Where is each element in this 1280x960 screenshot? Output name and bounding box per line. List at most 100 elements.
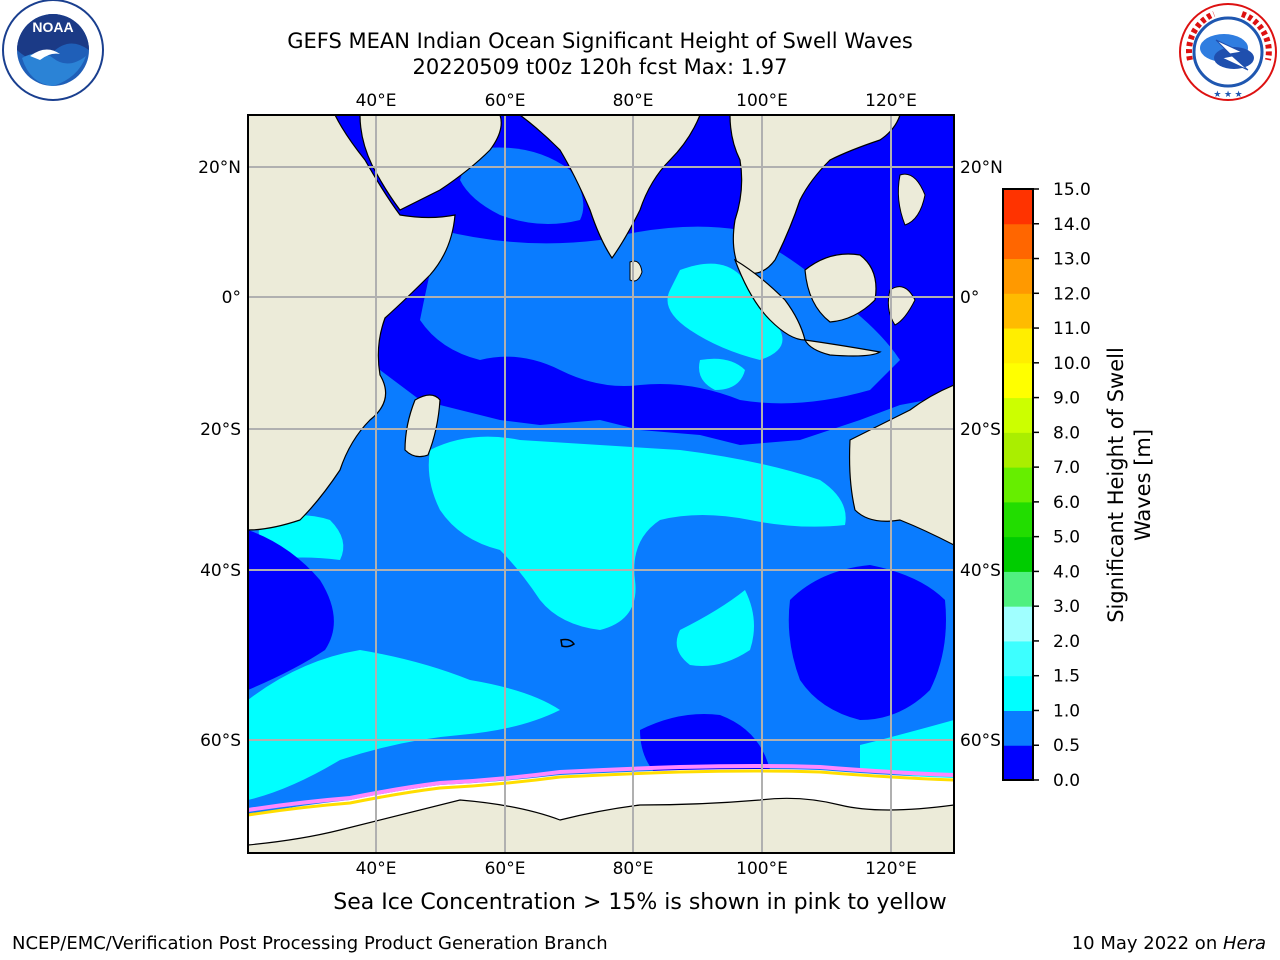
- colorbar-segment: [1003, 432, 1033, 468]
- lon-label-bottom-2: 80°E: [613, 859, 654, 879]
- kerguelen-island: [560, 638, 576, 648]
- footer-date: 10 May 2022 on Hera: [1072, 933, 1266, 954]
- lon-labels-top: 40°E 60°E 80°E 100°E 120°E: [356, 91, 917, 111]
- mid-swell-band-north: [420, 226, 900, 404]
- australia-land: [848, 384, 954, 546]
- chart-title: GEFS MEAN Indian Ocean Significant Heigh…: [287, 29, 913, 53]
- colorbar-label-line1: Significant Height of Swell: [1104, 347, 1128, 623]
- sea-ice-edge-yellow: [248, 769, 954, 817]
- lat-label-right-1: 0°: [960, 288, 979, 308]
- madagascar-land: [404, 394, 441, 458]
- colorbar-tick-label: 4.0: [1053, 562, 1080, 582]
- footer-host: Hera: [1222, 933, 1266, 954]
- colorbar-segment: [1003, 397, 1033, 433]
- colorbar-tick-label: 7.0: [1053, 458, 1080, 478]
- nws-logo: ★ ★ ★: [1179, 3, 1277, 101]
- colorbar-segment: [1003, 640, 1033, 677]
- colorbar-tick-label: 13.0: [1053, 250, 1091, 270]
- africa-land: [248, 115, 456, 531]
- footer-credit: NCEP/EMC/Verification Post Processing Pr…: [12, 933, 608, 954]
- chart-subtitle: 20220509 t00z 120h fcst Max: 1.97: [412, 55, 788, 79]
- colorbar-segment: [1003, 536, 1033, 572]
- lat-labels-left: 20°N 0° 20°S 40°S 60°S: [198, 158, 241, 751]
- colorbar-tick-label: 8.0: [1053, 423, 1080, 443]
- moderate-swell-east: [676, 590, 754, 666]
- colorbar-segment: [1003, 223, 1033, 260]
- lat-label-right-3: 40°S: [960, 561, 1001, 581]
- java-land: [803, 339, 882, 357]
- colorbar-segment: [1003, 328, 1033, 364]
- sea-ice-edge: [248, 764, 954, 812]
- colorbar-label: Significant Height of Swell Waves [m]: [1104, 347, 1155, 623]
- colorbar-tick-label: 10.0: [1053, 354, 1091, 374]
- lon-label-bottom-0: 40°E: [356, 859, 397, 879]
- colorbar-tick-label: 0.5: [1053, 736, 1080, 756]
- moderate-swell-southeast: [860, 720, 954, 780]
- colorbar-segment: [1003, 571, 1033, 607]
- colorbar-tick-label: 6.0: [1053, 493, 1080, 513]
- lon-label-bottom-1: 60°E: [485, 859, 526, 879]
- lon-label-top-0: 40°E: [356, 91, 397, 111]
- colorbar: 0.0 0.5 1.0 1.5 2.0 3.0 4.0 5.0 6.0 7.0 8.0 9.0 10.0…: [1002, 180, 1091, 791]
- colorbar-segment: [1003, 745, 1033, 781]
- lat-label-left-1: 0°: [222, 288, 241, 308]
- low-swell-southeast: [788, 565, 946, 720]
- moderate-swell-central: [428, 436, 846, 630]
- colorbar-tick-label: 2.0: [1053, 632, 1080, 652]
- borneo-land: [804, 253, 877, 323]
- lat-label-left-2: 20°S: [200, 420, 241, 440]
- lat-label-left-0: 20°N: [198, 158, 241, 178]
- low-swell-south-center: [640, 714, 770, 779]
- india-land: [519, 115, 701, 260]
- footer-date-text: 10 May 2022 on: [1071, 933, 1223, 954]
- lon-label-bottom-4: 120°E: [865, 859, 917, 879]
- lon-label-top-1: 60°E: [485, 91, 526, 111]
- colorbar-segment: [1003, 675, 1033, 711]
- sea-ice-note: Sea Ice Concentration > 15% is shown in …: [333, 890, 947, 915]
- antarctica-land: [248, 797, 954, 853]
- moderate-swell-southwest: [248, 650, 560, 800]
- colorbar-tick-label: 1.0: [1053, 701, 1080, 721]
- colorbar-label-line2: Waves [m]: [1131, 429, 1155, 541]
- se-asia-land: [729, 115, 901, 274]
- lat-labels-right: 20°N 0° 20°S 40°S 60°S: [960, 158, 1003, 751]
- lat-label-right-0: 20°N: [960, 158, 1003, 178]
- gridlines: [248, 115, 954, 853]
- lat-label-left-4: 60°S: [200, 731, 241, 751]
- colorbar-segment: [1003, 501, 1033, 538]
- lat-label-left-3: 40°S: [200, 561, 241, 581]
- lat-label-right-2: 20°S: [960, 420, 1001, 440]
- arabia-land: [359, 115, 502, 211]
- lon-label-bottom-3: 100°E: [736, 859, 788, 879]
- colorbar-segment: [1003, 258, 1033, 294]
- colorbar-tick-label: 1.5: [1053, 667, 1080, 687]
- colorbar-tick-label: 0.0: [1053, 771, 1080, 791]
- lat-label-right-4: 60°S: [960, 731, 1001, 751]
- colorbar-segment: [1003, 467, 1033, 503]
- colorbar-tick-label: 15.0: [1053, 180, 1091, 200]
- colorbar-tick-label: 3.0: [1053, 597, 1080, 617]
- noaa-logo: NOAA: [2, 0, 104, 101]
- colorbar-tick-label: 11.0: [1053, 319, 1091, 339]
- lon-label-top-4: 120°E: [865, 91, 917, 111]
- lon-label-top-2: 80°E: [613, 91, 654, 111]
- lon-labels-bottom: 40°E 60°E 80°E 100°E 120°E: [356, 859, 917, 879]
- colorbar-segment: [1003, 606, 1033, 642]
- colorbar-tick-label: 14.0: [1053, 215, 1091, 235]
- colorbar-segment: [1003, 189, 1033, 225]
- map-panel: [248, 115, 954, 853]
- svg-text:★ ★ ★: ★ ★ ★: [1213, 89, 1242, 99]
- lon-label-top-3: 100°E: [736, 91, 788, 111]
- map-frame: [247, 114, 955, 854]
- noaa-logo-text: NOAA: [32, 19, 73, 35]
- moderate-swell-sumatra-2: [699, 358, 745, 390]
- colorbar-segment: [1003, 293, 1033, 329]
- colorbar-tick-label: 5.0: [1053, 528, 1080, 548]
- colorbar-segment: [1003, 710, 1033, 746]
- philippines-land: [897, 173, 926, 226]
- colorbar-tick-label: 12.0: [1053, 284, 1091, 304]
- colorbar-segment: [1003, 362, 1033, 399]
- moderate-swell-sumatra: [667, 263, 783, 360]
- colorbar-tick-label: 9.0: [1053, 389, 1080, 409]
